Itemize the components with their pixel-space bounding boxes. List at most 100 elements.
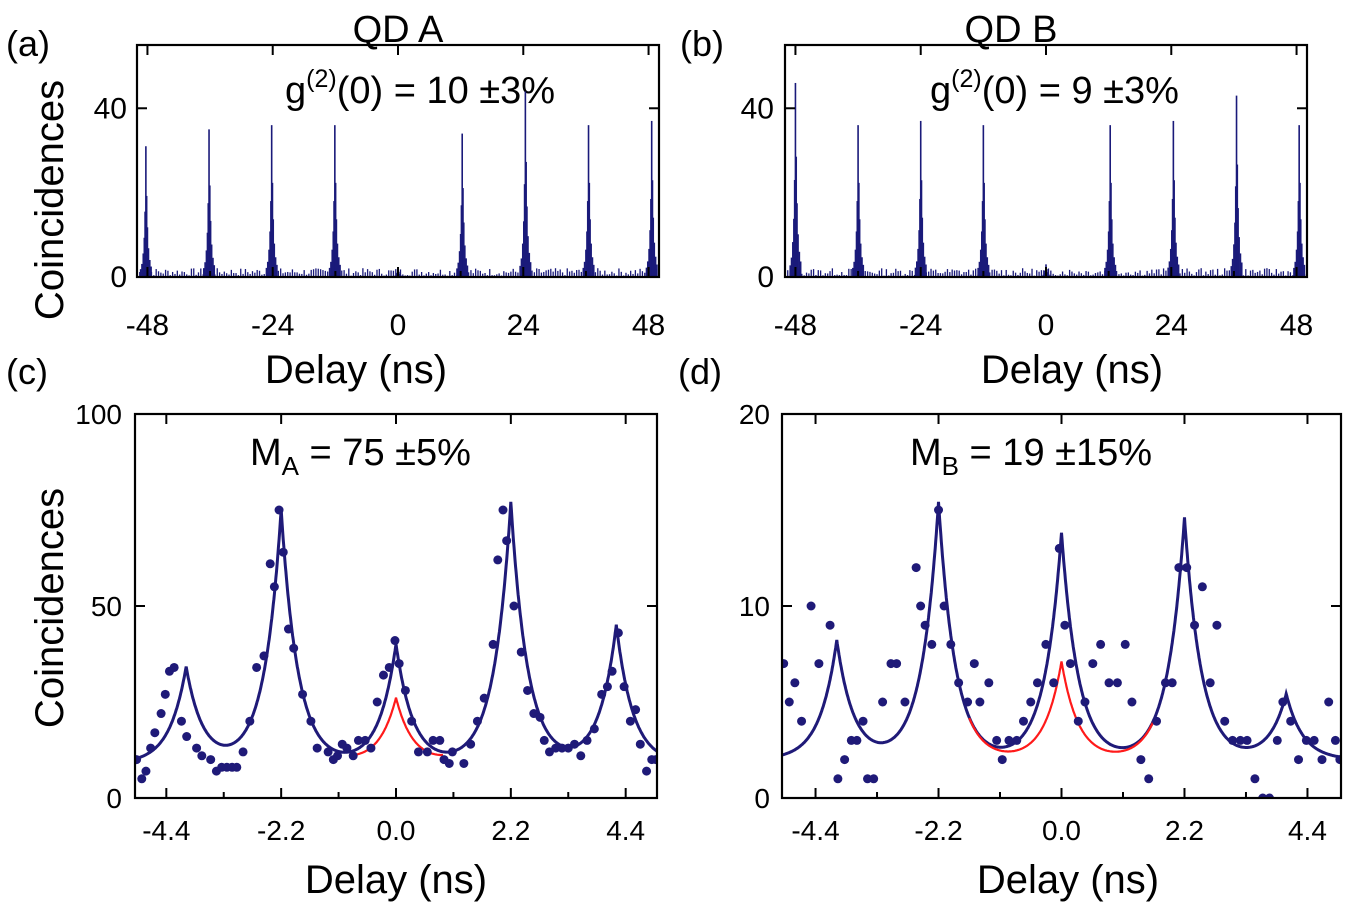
panel-b-noise-bar [1162,268,1165,277]
panel-b-noise-bar [956,270,958,277]
panel-a-noise-bar [543,271,545,277]
panel-b-noise-bar [1019,272,1021,277]
panel-d-data-point [1258,793,1268,798]
panel-b-xtick-label: 0 [1038,309,1055,342]
panel-b-noise-bar [970,274,972,277]
panel-a-peak-bar [335,219,338,277]
panel-b-noise-bar [991,269,993,277]
panel-b-noise-bar [1191,273,1193,277]
panel-a-noise-bar [317,268,319,277]
panel-c-data-point [278,547,288,557]
panel-b-noise-bar [1151,269,1153,277]
panel-b-noise-bar [1282,271,1285,277]
panel-a-peak-bar [150,266,152,277]
panel-b-noise-bar [1179,273,1181,277]
panel-c-data-point [472,716,482,726]
panel-d-data-point [1174,563,1184,573]
panel-a-noise-bar [442,274,444,277]
panel-b-peak-bar [978,261,981,277]
panel-b-label: (b) [680,23,724,64]
panel-d-data-point [992,735,1002,745]
panel-a-noise-bar [240,268,242,277]
panel-a-noise-bar [533,272,536,277]
panel-b-noise-bar [899,270,902,277]
panel-b-peak-bar [1114,264,1117,277]
panel-a-noise-bar [139,272,141,277]
panel-a-peak-bar [589,219,591,277]
panel-a-noise-bar [503,271,505,277]
panel-a-noise-bar [428,272,430,277]
panel-a-noise-bar [437,273,439,277]
panel-a-noise-bar [411,271,413,277]
panel-b-noise-bar [953,270,956,277]
panel-a: (a) QD A g(2)(0) = 10 ±3% -48 -24 0 24 48040… [6,9,665,392]
panel-a-noise-bar [594,272,597,277]
panel-b-peak-bar [980,231,983,277]
panel-b-noise-bar [993,269,996,277]
panel-a-peak-bar [528,252,531,277]
panel-d-data-point [1294,755,1304,765]
panel-b-noise-bar [1212,269,1214,277]
panel-a-noise-bar [580,271,582,277]
panel-a-noise-bar [545,270,547,277]
panel-a-noise-bar [510,271,512,277]
panel-d-data-point [1127,697,1137,707]
panel-b-noise-bar [885,269,888,277]
panel-b-noise-bar [1068,269,1071,277]
panel-a-noise-bar [413,269,416,277]
panel-d-data-point [934,505,944,515]
panel-c-data-point [342,743,352,753]
panel-b-ytick-label: 40 [741,92,774,125]
panel-b-noise-bar [1209,270,1212,277]
panel-c-annotation-rest: = 75 ±5% [299,432,471,474]
panel-b-peak-bar [797,234,799,277]
panel-a-peak-bar [148,260,151,277]
panel-b-noise-bar [895,268,897,277]
panel-c-data-point [394,659,404,669]
panel-b-noise-bar [817,270,819,277]
panel-d-data-point [840,755,850,765]
panel-b-noise-bar [869,271,871,277]
panel-a-noise-bar [505,272,507,277]
panel-a-annotation-sup: (2) [306,65,337,93]
panel-b: (b) QD B g(2)(0) = 9 ±3% -48 -24 0 24 48040 … [680,9,1313,392]
panel-c-data-point [366,743,376,753]
panel-a-peak-bar [527,236,529,277]
panel-a-noise-bar [218,272,221,277]
panel-a-noise-bar [200,268,202,277]
panel-b-noise-bar [824,273,826,277]
panel-d-data-point [1272,735,1282,745]
panel-a-noise-bar [249,273,251,277]
panel-b-noise-bar [1047,268,1050,277]
panel-a-noise-bar [538,269,540,277]
panel-b-peak-bar [1043,273,1046,277]
panel-a-noise-bar [373,274,376,277]
panel-b-noise-bar [1195,272,1198,277]
panel-a-peak-bar [654,256,657,277]
panel-c-data-point [407,716,417,726]
panel-d-data-point [1228,735,1238,745]
panel-a-peak-bar [205,250,208,277]
panel-c-data-point [570,739,580,749]
panel-a-peak-bar [592,264,595,277]
panel-c-data-point [323,747,333,757]
panel-a-noise-bar [186,274,188,277]
panel-d-data-point [1335,755,1341,765]
panel-a-peak-bar [273,243,276,277]
top-ylabel: Coincidences [28,80,72,320]
panel-a-noise-bar [418,274,420,277]
panel-c-data-point [259,651,269,661]
panel-c-data-point [535,712,545,722]
panel-c-data-point [502,536,512,546]
panel-b-peak-bar [979,249,982,277]
panel-a-noise-bar [479,270,481,277]
panel-c-data-point [150,728,160,738]
panel-d-data-point [1212,620,1222,630]
panel-c-data-point [384,662,394,672]
panel-b-peak-bar [923,256,926,277]
panel-b-noise-bar [1137,272,1139,277]
panel-d-data-point [1088,659,1098,669]
panel-c-data-point [197,751,207,761]
panel-d-data-point [1301,735,1311,745]
panel-a-peak-bar [269,231,271,277]
